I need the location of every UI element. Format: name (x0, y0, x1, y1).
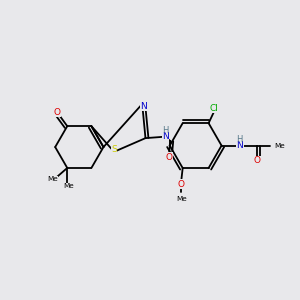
Text: O: O (254, 156, 261, 165)
Text: S: S (111, 145, 117, 154)
Text: N: N (140, 102, 147, 111)
Text: Me: Me (274, 142, 285, 148)
Text: Cl: Cl (209, 104, 218, 113)
Text: Me: Me (47, 176, 58, 182)
Text: Me: Me (176, 196, 187, 202)
Text: Me: Me (63, 183, 74, 189)
Text: H: H (237, 135, 243, 144)
Text: O: O (53, 107, 61, 116)
Text: O: O (165, 153, 172, 162)
Text: H: H (162, 126, 169, 135)
Text: O: O (178, 180, 185, 189)
Text: N: N (236, 141, 243, 150)
Text: N: N (162, 132, 169, 141)
